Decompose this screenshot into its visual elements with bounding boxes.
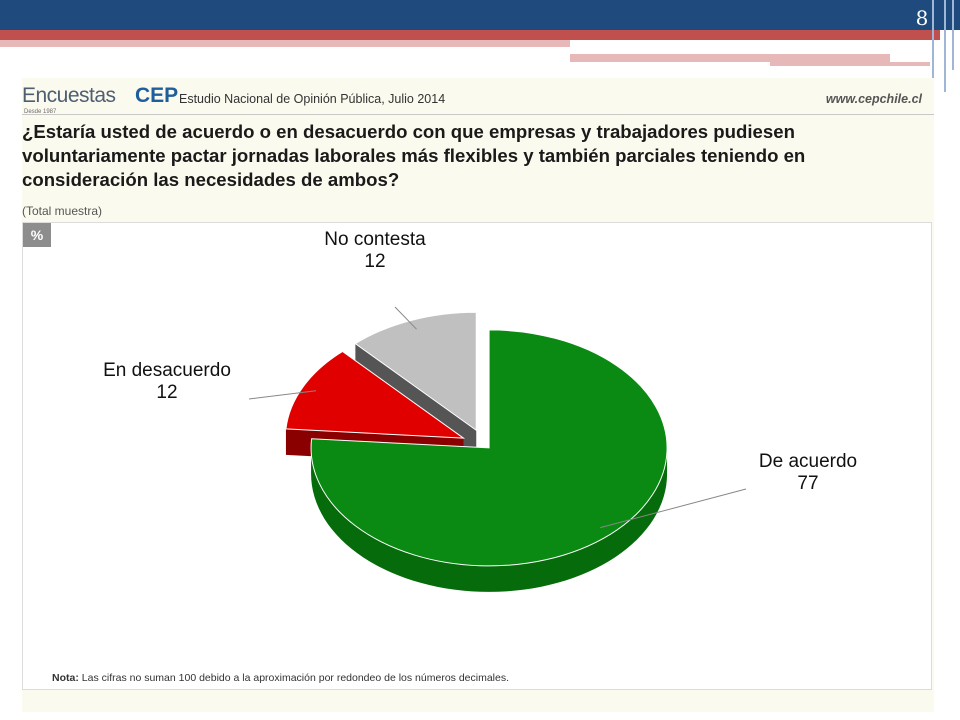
pie-slice-2 (354, 311, 477, 432)
pie-slice-0 (310, 329, 668, 567)
title-bar (0, 0, 960, 30)
brand-cep: CEP (135, 84, 179, 107)
leader-line-2 (394, 306, 417, 330)
footnote-prefix: Nota: (52, 672, 79, 684)
slice-label-2: No contesta (324, 229, 426, 250)
pie-slice-side-0 (311, 447, 668, 592)
leader-line-0 (600, 488, 747, 529)
header-divider (22, 114, 934, 115)
accent-band (0, 30, 940, 40)
page-number: 8 (915, 6, 929, 30)
accent-band-light-3 (770, 62, 930, 66)
slide-content: Encuestas CEP Desde 1987 Estudio Naciona… (22, 78, 934, 712)
slice-value-1: 12 (156, 382, 177, 403)
survey-question: ¿Estaría usted de acuerdo o en desacuerd… (22, 121, 806, 190)
pie-slice-1 (285, 350, 466, 439)
website-link[interactable]: www.cepchile.cl (825, 92, 922, 106)
accent-band-light-2 (570, 54, 890, 62)
leader-line-1 (248, 390, 317, 400)
slice-value-0: 77 (797, 473, 818, 494)
slice-label-0: De acuerdo (759, 451, 857, 472)
footnote: Nota: Las cifras no suman 100 debido a l… (52, 672, 509, 684)
decorative-line (952, 0, 954, 70)
slice-value-2: 12 (364, 251, 385, 272)
accent-band-light (0, 40, 570, 47)
slice-label-1: En desacuerdo (103, 360, 231, 381)
slice-label-2: No sabe/ (337, 223, 414, 228)
brand-since: Desde 1987 (24, 109, 57, 115)
unit-tag: % (23, 223, 51, 247)
footnote-text: Las cifras no suman 100 debido a la apro… (81, 672, 510, 684)
sample-label: (Total muestra) (22, 204, 103, 218)
study-title: Estudio Nacional de Opinión Pública, Jul… (179, 92, 446, 106)
decorative-lines (932, 0, 946, 92)
brand-encuestas: Encuestas (22, 84, 116, 107)
